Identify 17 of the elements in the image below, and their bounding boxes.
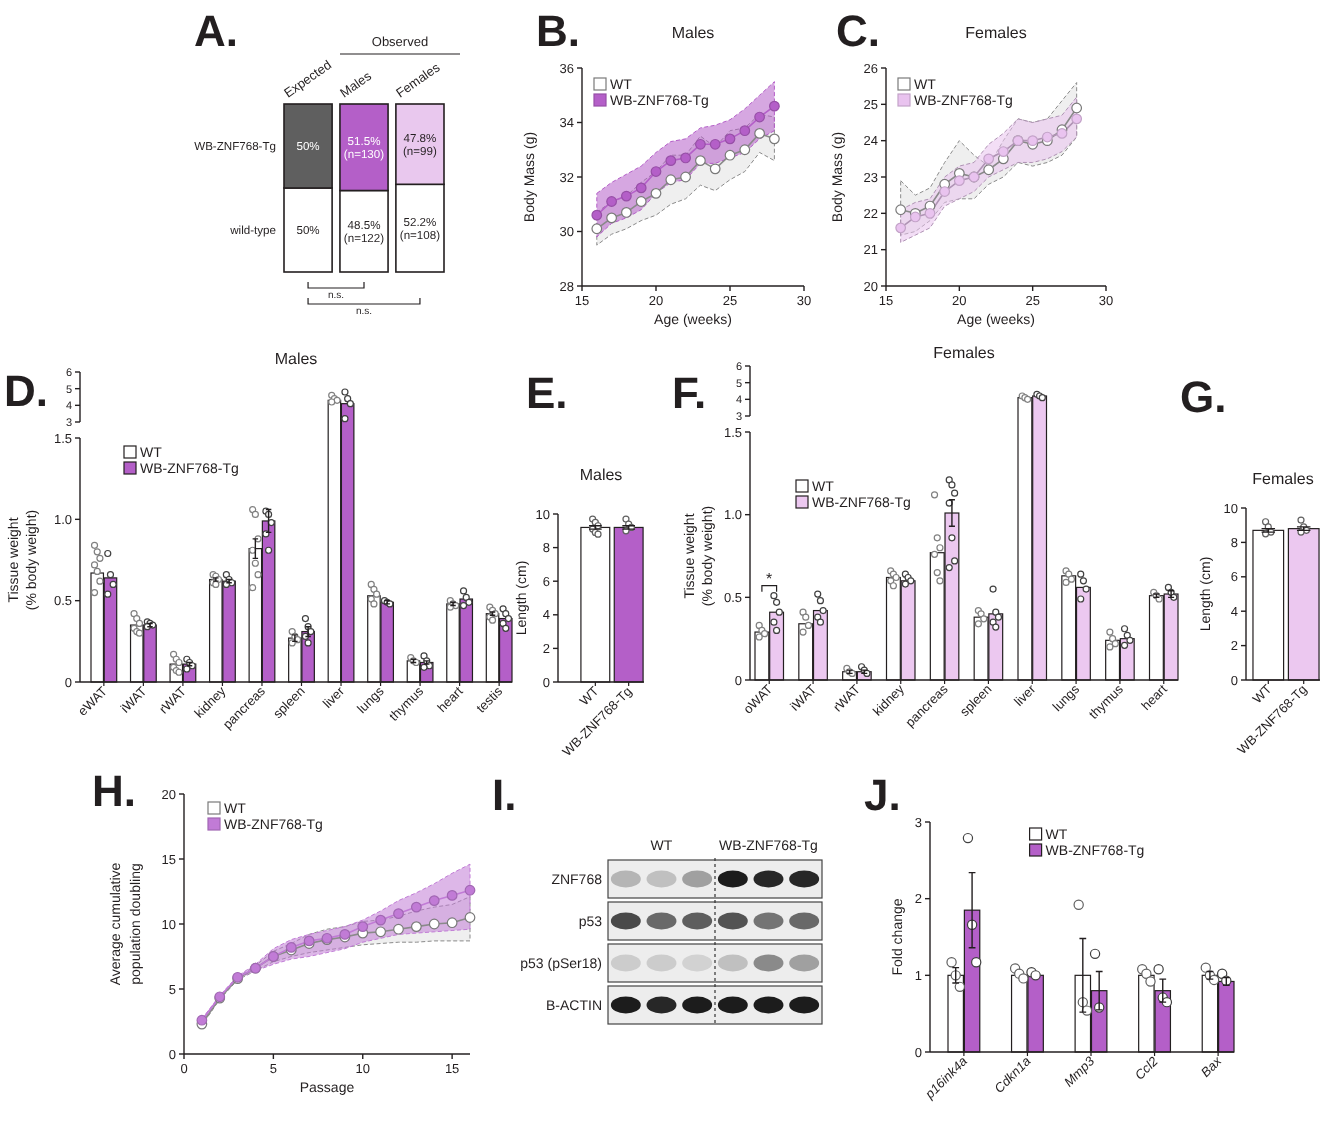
chart-title: G. <box>1180 372 1227 422</box>
chart-title: F. <box>672 368 707 418</box>
chart-title: D. <box>4 366 48 416</box>
chart-title: C. <box>836 6 880 56</box>
chart-subtitle: Females <box>1252 470 1314 488</box>
chart-subtitle: Females <box>965 24 1027 42</box>
chart-subtitle: Males <box>274 350 318 368</box>
chart-title: H. <box>92 766 136 816</box>
chart-title: B. <box>536 6 580 56</box>
text: I. <box>492 770 517 820</box>
chart-subtitle: Females <box>933 344 995 362</box>
chart-subtitle: Males <box>579 466 623 484</box>
chart-title: J. <box>864 770 901 820</box>
annotation: * <box>766 569 773 588</box>
chart-subtitle: Males <box>671 24 715 42</box>
chart-title: E. <box>526 368 568 418</box>
chart-title: A. <box>194 6 238 56</box>
